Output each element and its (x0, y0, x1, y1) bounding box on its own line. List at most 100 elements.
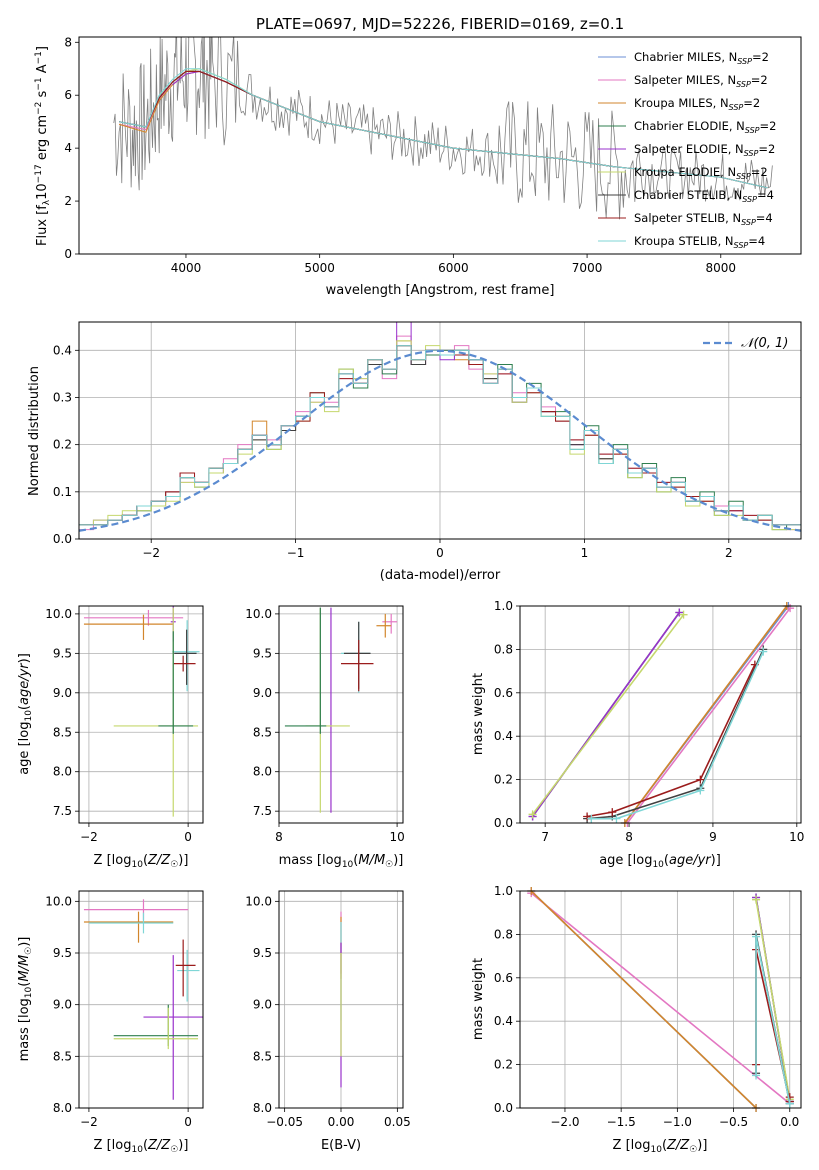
histogram-xlabel: (data-model)/error (380, 568, 501, 583)
age-vs-metallicity-ytick-label: 8.0 (53, 765, 72, 779)
mass-vs-metallicity-ytick-label: 9.0 (53, 998, 72, 1012)
legend-label-value: =2 (752, 50, 769, 64)
age-vs-metallicity-ytick-label: 9.0 (53, 686, 72, 700)
legend-label-subscript: SSP (736, 172, 751, 181)
mass-vs-extinction-xlabel: E(B-V) (321, 1138, 361, 1153)
legend-label-subscript: SSP (734, 241, 749, 250)
weight-vs-age-ytick-label: 0.4 (494, 729, 513, 743)
mass-vs-extinction-xtick-label: 0.05 (384, 1115, 411, 1129)
weight-vs-metallicity-series-line (530, 892, 791, 1105)
age-vs-mass-ytick-label: 10.0 (245, 607, 272, 621)
spectrum-xtick-label: 6000 (438, 261, 469, 275)
mass-vs-extinction-xtick-label: −0.05 (266, 1115, 303, 1129)
weight-vs-age-point-marker (696, 786, 705, 795)
legend-label-value: =2 (760, 119, 777, 133)
spectrum-xlabel: wavelength [Angstrom, rest frame] (326, 283, 555, 298)
mass-vs-metallicity-xlabel: Z [log10(Z/Z☉)] (94, 1138, 189, 1155)
weight-vs-age-point-marker (675, 608, 684, 617)
age-vs-mass-ytick-label: 8.0 (253, 765, 272, 779)
mass-vs-metallicity-plot-area: −2 0 8.0 8.5 9.0 9.5 10.0 (45, 891, 203, 1129)
weight-vs-age-frame (519, 605, 802, 824)
age-vs-mass-ytick-label: 9.5 (253, 646, 272, 660)
mass-vs-extinction-frame (278, 890, 404, 1109)
legend-label: Chabrier ELODIE, NSSP=2 (634, 119, 776, 135)
weight-vs-age-xlabel: age [log10(age/yr)] (599, 853, 721, 870)
weight-vs-metallicity-point-marker (752, 895, 761, 904)
spectrum-title: PLATE=0697, MJD=52226, FIBERID=0169, z=0… (256, 15, 624, 33)
spectrum-ytick-label: 6 (64, 88, 72, 102)
weight-vs-metallicity-panel: −2.0 −1.5 −1.0 −0.5 0.0 0.0 0.2 0.4 0.6 0.8 1.0 Z … (471, 884, 802, 1155)
weight-vs-metallicity-xtick-label: 0.0 (780, 1115, 799, 1129)
spectrum-ytick-label: 2 (64, 194, 72, 208)
mass-vs-extinction-ytick-label: 8.0 (253, 1101, 272, 1115)
histogram-frame (78, 321, 802, 540)
weight-vs-age-point-marker (587, 814, 596, 823)
legend-label-value: =2 (751, 165, 768, 179)
spectrum-xtick-label: 8000 (706, 261, 737, 275)
age-vs-metallicity-ytick-label: 10.0 (45, 607, 72, 621)
mass-vs-extinction-panel: −0.05 0.00 0.05 8.0 8.5 9.0 9.5 10.0 E(B-V) (245, 890, 411, 1153)
weight-vs-age-ytick-label: 0.6 (494, 686, 513, 700)
weight-vs-age-plot-area: 7 8 9 10 0.0 0.2 0.4 0.6 0.8 1.0 (494, 599, 805, 844)
age-vs-mass-xlabel: mass [log10(M/M☉)] (279, 853, 404, 870)
weight-vs-age-point-marker (583, 812, 592, 821)
spectrum-xtick-label: 4000 (171, 261, 202, 275)
weight-vs-metallicity-series-line (755, 899, 791, 1100)
weight-vs-metallicity-xlabel: Z [log10(Z/Z☉)] (613, 1138, 708, 1155)
histogram-ytick-label: 0.0 (53, 532, 72, 546)
mass-vs-extinction-xtick-label: 0.00 (328, 1115, 355, 1129)
mass-vs-metallicity-xtick-label: 0 (184, 1115, 192, 1129)
mass-vs-extinction-ytick-label: 9.0 (253, 998, 272, 1012)
gaussian-legend-label: 𝒩(0, 1) (741, 336, 788, 351)
legend-label-subscript: SSP (737, 57, 752, 66)
legend-label-value: =4 (757, 188, 774, 202)
age-vs-mass-panel: 8 10 7.5 8.0 8.5 9.0 9.5 10.0 mass [log10(M/M☉)… (245, 605, 405, 870)
weight-vs-metallicity-plot-area: −2.0 −1.5 −1.0 −0.5 0.0 0.0 0.2 0.4 0.6 0.8 1.0 (494, 884, 801, 1129)
weight-vs-metallicity-point-marker (785, 1099, 794, 1108)
age-vs-metallicity-frame (78, 605, 204, 824)
weight-vs-metallicity-series-line (530, 891, 757, 1108)
legend-label-value: =2 (751, 73, 768, 87)
weight-vs-metallicity-xtick-label: −1.0 (663, 1115, 692, 1129)
legend-label: Salpeter STELIB, NSSP=4 (634, 211, 773, 227)
age-vs-mass-ytick-label: 9.0 (253, 686, 272, 700)
weight-vs-metallicity-xtick-label: −0.5 (719, 1115, 748, 1129)
weight-vs-age-point-marker (528, 810, 537, 819)
age-vs-mass-ytick-label: 7.5 (253, 804, 272, 818)
age-vs-metallicity-panel: −2 0 7.5 8.0 8.5 9.0 9.5 10.0 Z [log10(Z/Z☉)] a… (17, 605, 204, 870)
weight-vs-age-panel: 7 8 9 10 0.0 0.2 0.4 0.6 0.8 1.0 age [log10(age/y… (471, 599, 804, 870)
mass-vs-metallicity-panel: −2 0 8.0 8.5 9.0 9.5 10.0 Z [log10(Z/Z☉)] mass… (17, 890, 204, 1155)
mass-vs-metallicity-ytick-label: 8.5 (53, 1049, 72, 1063)
histogram-plot-area: −2 −1 0 1 2 0.0 0.1 0.2 0.3 0.4 (53, 322, 801, 560)
weight-vs-age-series-line (624, 606, 788, 823)
age-vs-mass-xtick-label: 8 (275, 830, 283, 844)
weight-vs-age-series-line (626, 607, 791, 823)
age-vs-metallicity-ylabel: age [log10(age/yr)] (17, 653, 34, 775)
weight-vs-age-series-line (531, 614, 685, 815)
spectrum-ytick-label: 0 (64, 247, 72, 261)
weight-vs-age-point-marker (759, 647, 768, 656)
model-spectrum-line (119, 68, 768, 189)
weight-vs-metallicity-frame (519, 890, 802, 1109)
residual-histogram-panel: −2 −1 0 1 2 0.0 0.1 0.2 0.3 0.4 (data-model)/erro… (27, 321, 802, 583)
histogram-ytick-label: 0.3 (53, 390, 72, 404)
histogram-ytick-label: 0.1 (53, 485, 72, 499)
age-vs-mass-xtick-label: 10 (389, 830, 404, 844)
legend-label: Kroupa ELODIE, NSSP=2 (634, 165, 768, 181)
age-vs-metallicity-ytick-label: 9.5 (53, 646, 72, 660)
weight-vs-metallicity-ytick-label: 1.0 (494, 884, 513, 898)
spectrum-plot-area: 4000 5000 6000 7000 8000 0 2 4 6 8 (64, 35, 773, 275)
mass-vs-metallicity-frame (78, 890, 204, 1109)
weight-vs-age-ylabel: mass weight (471, 673, 486, 755)
spectrum-xtick-label: 7000 (572, 261, 603, 275)
weight-vs-age-xtick-label: 7 (541, 830, 549, 844)
legend-label-value: =4 (748, 234, 765, 248)
mass-vs-extinction-ytick-label: 10.0 (245, 894, 272, 908)
spectrum-ytick-label: 8 (64, 35, 72, 49)
weight-vs-age-series-line (586, 664, 756, 818)
histogram-legend: 𝒩(0, 1) (703, 336, 788, 351)
histogram-xtick-label: 2 (725, 546, 733, 560)
histogram-ytick-label: 0.2 (53, 438, 72, 452)
legend-label: Salpeter MILES, NSSP=2 (634, 73, 768, 89)
